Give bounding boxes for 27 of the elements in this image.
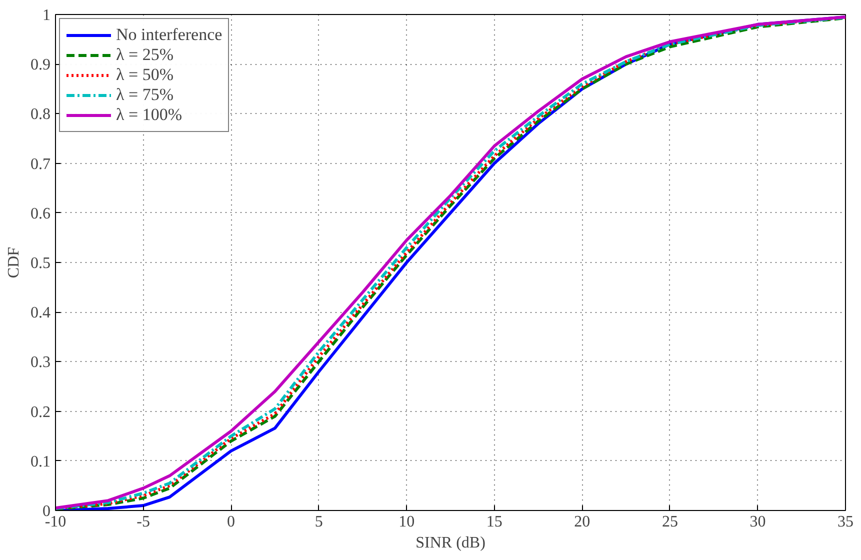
y-tick-label: 0.8 bbox=[30, 106, 50, 124]
x-axis-title: SINR (dB) bbox=[416, 534, 486, 552]
y-tick-label: 0.3 bbox=[30, 354, 50, 372]
legend-label: λ = 100% bbox=[116, 105, 182, 125]
legend-label: λ = 75% bbox=[116, 85, 174, 105]
y-tick-label: 0 bbox=[42, 503, 50, 520]
x-tick-label: 30 bbox=[750, 514, 766, 530]
x-tick-label: 35 bbox=[838, 514, 854, 530]
x-tick-label: -5 bbox=[136, 514, 150, 530]
legend-label: λ = 50% bbox=[116, 65, 174, 85]
legend-label: No interference bbox=[116, 25, 222, 45]
y-tick-label: 0.2 bbox=[30, 404, 50, 421]
y-tick-label: 0.6 bbox=[30, 205, 50, 222]
x-tick-label: 15 bbox=[486, 514, 502, 530]
x-tick-label: 25 bbox=[662, 514, 678, 530]
y-axis-title: CDF bbox=[6, 246, 22, 278]
y-tick-label: 0.1 bbox=[30, 453, 50, 470]
y-tick-label: 0.9 bbox=[30, 56, 50, 74]
x-tick-label: 5 bbox=[314, 514, 323, 530]
x-tick-label: 0 bbox=[227, 514, 236, 530]
y-tick-label: 0.7 bbox=[30, 156, 50, 173]
y-tick-label: 0.4 bbox=[30, 304, 50, 322]
x-tick-label: 10 bbox=[398, 514, 415, 530]
y-tick-label: 1 bbox=[42, 7, 50, 24]
y-tick-label: 0.5 bbox=[30, 255, 50, 272]
x-tick-label: 20 bbox=[574, 514, 590, 530]
legend-label: λ = 25% bbox=[116, 45, 174, 65]
